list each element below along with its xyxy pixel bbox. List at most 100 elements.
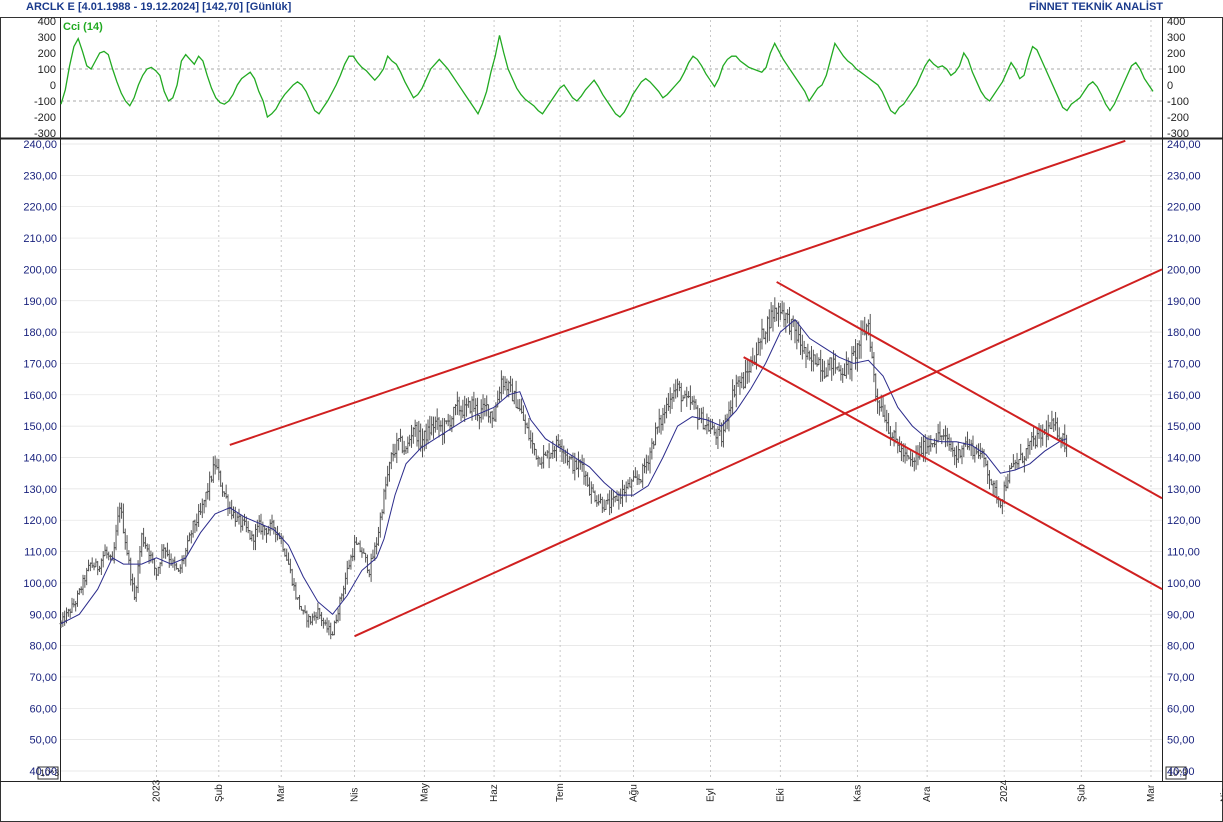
price-bar [949,437,953,452]
price-bar [180,555,184,573]
cci-tick-label-left: -100 [34,96,56,108]
cci-tick-label-left: 300 [38,32,56,44]
price-bar [290,568,294,586]
price-bar [821,358,825,382]
price-bar [176,568,180,572]
price-tick-label-right: 230,00 [1167,170,1201,182]
price-bar [795,320,799,350]
price-bar [353,534,357,561]
price-bar [433,416,437,433]
price-bar [742,372,746,390]
price-bar [688,385,692,410]
price-tick-label-right: 50,00 [1167,735,1195,747]
price-bar [411,427,415,444]
price-axis: 240,00 240,00 230,00 230,00 220,00 220,00 210,… [23,139,1200,778]
price-tick-label-right: 120,00 [1167,515,1201,527]
price-bar [153,558,157,576]
price-bar [129,557,133,586]
price-bar [325,617,329,633]
price-bar [112,542,116,564]
price-bar [841,367,845,383]
price-bar [120,502,124,519]
price-bar [852,345,856,357]
price-bar [301,609,305,615]
price-bar [973,446,977,463]
price-bar [501,375,505,395]
price-bar [510,378,514,402]
price-bar [839,365,843,381]
price-bar [76,590,80,607]
price-bar [263,525,267,536]
price-bar [1035,428,1039,448]
price-bar [887,413,891,434]
channel-1-lower [354,268,1163,638]
price-bar [665,397,669,419]
month-label: Ağu [629,784,640,802]
price-bar [743,359,747,389]
price-bar [995,480,999,504]
price-bar [74,600,78,612]
price-bar [318,607,322,620]
price-tick-label-right: 90,00 [1167,609,1195,621]
price-bar [826,359,830,377]
price-bar [641,463,645,488]
price-bar [945,427,949,447]
price-bar [514,380,518,409]
price-bar [160,544,164,567]
month-label: Eki [775,788,786,802]
price-bar [630,478,634,498]
price-bar [246,521,250,534]
price-tick-label-left: 70,00 [29,672,57,684]
price-bar [953,447,957,466]
price-bar [387,461,391,482]
price-bar [553,445,557,459]
price-bar [690,396,694,405]
scale-box [37,766,59,780]
price-bar [209,475,213,483]
price-bar [565,448,569,466]
price-bar [327,620,331,636]
trendlines [229,139,1163,638]
price-bar [239,514,243,533]
price-tick-label-right: 200,00 [1167,264,1201,276]
price-bar [918,442,922,460]
cci-tick-label-right: -200 [1167,112,1189,124]
price-bar [202,499,206,514]
price-bar [732,384,736,398]
price-bar [351,548,355,562]
price-bar [857,340,861,359]
price-bar [83,574,87,588]
price-bar [193,519,197,534]
price-bar [714,428,718,445]
price-bar [162,544,166,559]
price-bar [404,445,408,455]
price-bar [861,320,865,336]
price-bar [371,549,375,560]
price-tick-label-left: 140,00 [23,453,57,465]
price-bar [969,439,973,456]
price-tick-label-left: 200,00 [23,264,57,276]
price-bar [626,479,630,490]
month-axis: 2023 Şub Mar Nis May Haz Tem Ağu Eyl Eki Kas Ara 202… [151,779,1223,802]
price-bar [663,404,667,424]
price-bar [1015,452,1019,469]
cci-panel [60,35,1154,119]
price-bar [415,421,419,447]
price-bar [765,316,769,343]
price-bar [650,438,654,460]
cci-tick-label-right: 400 [1167,16,1185,28]
price-bar [830,357,834,381]
price-bar [993,480,997,496]
price-bar [488,411,492,424]
price-bar [1026,438,1030,459]
price-bar [200,498,204,519]
price-tick-label-left: 220,00 [23,202,57,214]
price-bar [986,460,990,484]
price-bar [409,424,413,448]
price-bar [595,495,599,507]
month-label: Nis [350,788,361,802]
price-bar [778,302,782,321]
price-bar [345,560,349,585]
price-tick-label-right: 130,00 [1167,484,1201,496]
